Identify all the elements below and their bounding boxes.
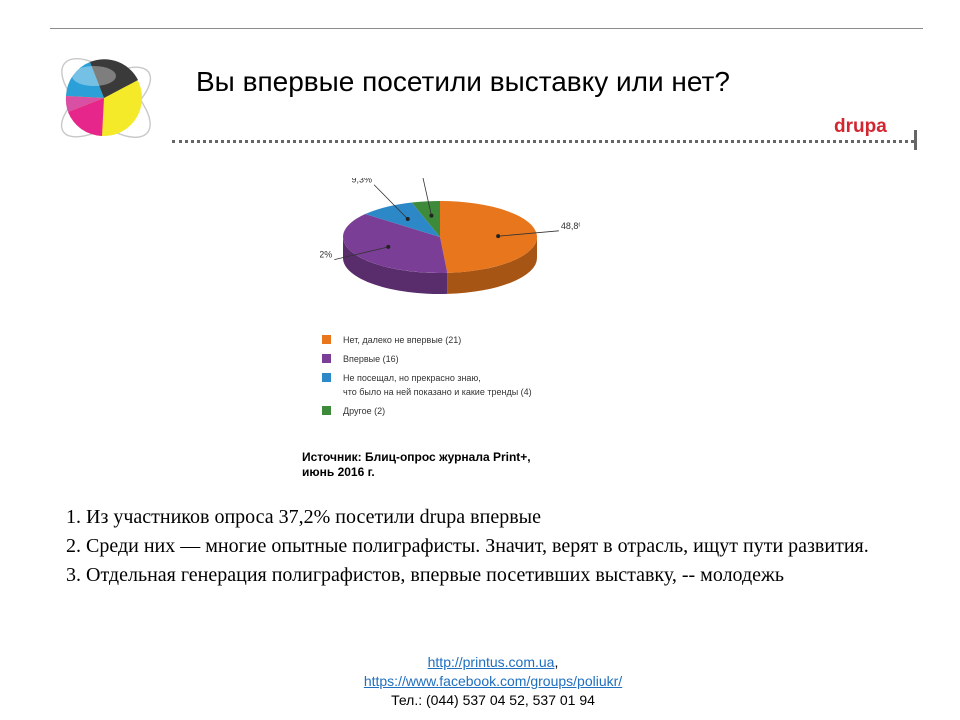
legend-swatch [322, 335, 331, 344]
pie-slice [411, 201, 440, 237]
legend-item: Впервые (16) [322, 352, 532, 366]
printus-link[interactable]: http://printus.com.ua [427, 654, 555, 670]
chart-legend: Нет, далеко не впервые (21) Впервые (16) Н… [322, 333, 532, 423]
legend-item: Нет, далеко не впервые (21) [322, 333, 532, 347]
pie-slice [365, 202, 440, 237]
link-separator: , [554, 654, 559, 670]
leader-line [498, 230, 559, 237]
data-label: 48,8% [561, 221, 580, 231]
pie-slice-side [447, 237, 537, 294]
pie-slice [440, 201, 538, 273]
source-note: Источник: Блиц-опрос журнала Print+, июн… [302, 450, 531, 479]
legend-label: Другое (2) [343, 406, 386, 416]
legend-swatch [322, 373, 331, 382]
footer-contacts: http://printus.com.ua, https://www.faceb… [0, 653, 960, 710]
legend-swatch [322, 354, 331, 363]
pie-chart: 48,8%37,2%9,3%4,7% [320, 178, 580, 294]
legend-label: Нет, далеко не впервые (21) [343, 335, 462, 345]
legend-swatch [322, 406, 331, 415]
conclusion-item: 1. Из участников опроса 37,2% посетили d… [66, 506, 541, 528]
leader-dot [405, 217, 410, 222]
leader-line [334, 246, 389, 261]
conclusion-item: 3. Отдельная генерация полиграфистов, вп… [66, 564, 784, 586]
globe-logo-icon [60, 58, 152, 138]
pie-slice [343, 214, 448, 273]
conclusions-list: 1. Из участников опроса 37,2% посетили d… [66, 504, 916, 591]
dotted-divider [172, 140, 914, 143]
phone-numbers: Тел.: (044) 537 04 52, 537 01 94 [391, 692, 595, 708]
legend-label: Впервые (16) [343, 354, 399, 364]
pie-slice-side [343, 237, 448, 294]
leader-line [373, 184, 409, 220]
legend-label: Не посещал, но прекрасно знаю, что было … [343, 373, 532, 397]
conclusion-item: 2. Среди них — многие опытные полиграфис… [66, 535, 869, 557]
legend-item: Другое (2) [322, 404, 532, 418]
data-label: 9,3% [352, 178, 373, 185]
leader-dot [386, 244, 391, 249]
legend-item: Не посещал, но прекрасно знаю, что было … [322, 371, 532, 399]
leader-line [422, 178, 432, 216]
leader-dot [496, 234, 501, 239]
drupa-logo: drupa [834, 116, 887, 137]
slide-title: Вы впервые посетили выставку или нет? [196, 66, 730, 97]
data-label: 37,2% [320, 250, 332, 260]
leader-dot [429, 213, 434, 218]
facebook-group-link[interactable]: https://www.facebook.com/groups/poliukr/ [363, 673, 623, 689]
header-rule [50, 28, 923, 29]
divider-end-mark [914, 130, 917, 150]
